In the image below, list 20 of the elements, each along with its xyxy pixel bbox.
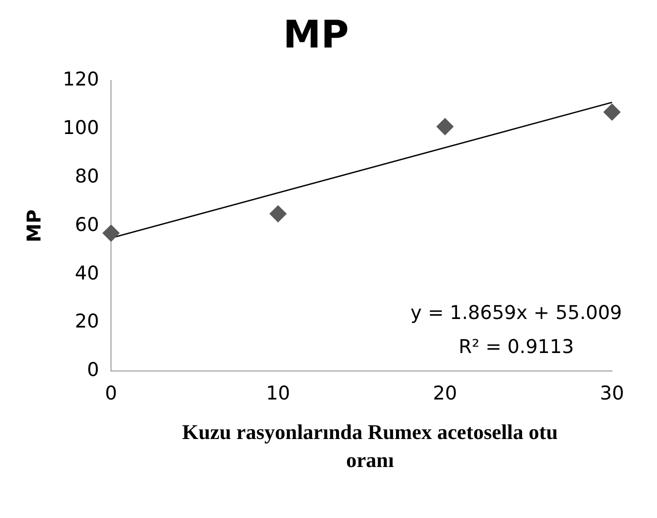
- x-tick-label: 20: [432, 382, 458, 405]
- y-tick-label: 100: [62, 116, 100, 139]
- annotation: R² = 0.9113: [458, 336, 574, 358]
- chart-title: MP: [283, 12, 349, 57]
- y-tick-label: 0: [86, 359, 100, 382]
- x-tick-label: 30: [600, 382, 624, 405]
- point: [102, 224, 120, 242]
- point: [604, 104, 620, 121]
- y-tick-label: 60: [74, 214, 100, 236]
- point: [436, 118, 454, 136]
- x-tick-label: 0: [105, 382, 118, 405]
- x-axis-title: Kuzu rasyonlarında Rumex acetosella otu oranı: [181, 419, 559, 474]
- x-tick-label: 10: [266, 382, 290, 405]
- y-axis-title: MP: [23, 209, 46, 242]
- y-tick-label: 40: [74, 262, 100, 284]
- point: [270, 205, 287, 222]
- y-tick-label: 20: [74, 310, 100, 333]
- y-tick-label: 120: [62, 68, 100, 91]
- y-tick-label: 80: [74, 165, 100, 188]
- annotation: y = 1.8659x + 55.009: [410, 302, 622, 324]
